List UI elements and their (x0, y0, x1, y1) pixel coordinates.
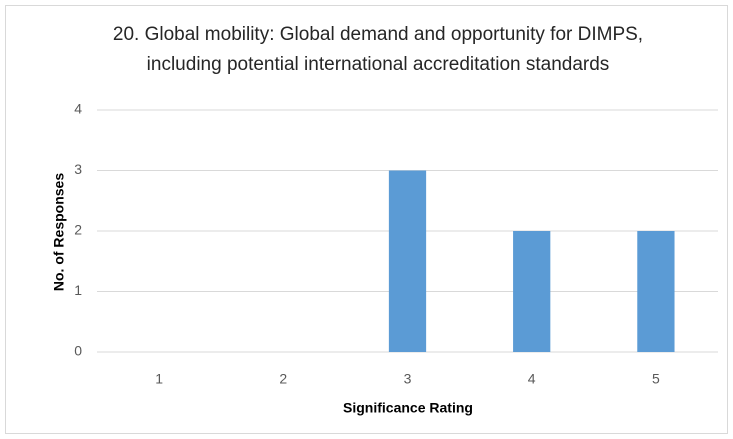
chart-border (5, 5, 728, 434)
bar (388, 170, 427, 352)
x-tick-label: 5 (652, 371, 660, 387)
x-tick-label: 3 (404, 371, 412, 387)
y-axis-label: No. of Responses (51, 173, 67, 291)
bar (513, 231, 551, 352)
y-tick-label: 4 (74, 101, 82, 117)
x-tick-label: 2 (279, 371, 287, 387)
x-tick-label: 4 (528, 371, 536, 387)
y-tick-label: 2 (74, 222, 82, 238)
y-tick-label: 3 (74, 161, 82, 177)
x-axis-label: Significance Rating (343, 400, 473, 416)
y-tick-label: 0 (74, 343, 82, 359)
x-tick-label: 1 (155, 371, 163, 387)
chart-title: 20. Global mobility: Global demand and o… (112, 24, 644, 75)
bar (637, 231, 675, 352)
y-tick-label: 1 (74, 282, 82, 298)
